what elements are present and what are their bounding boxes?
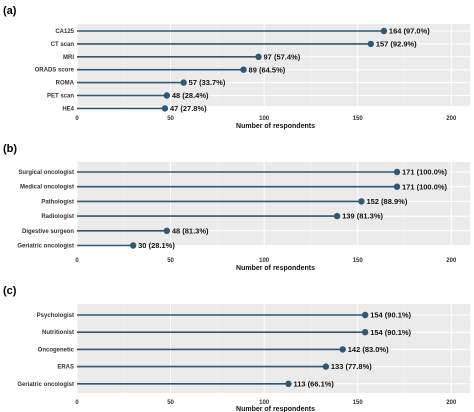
category-label: CT scan — [51, 42, 75, 48]
lollipop-dot — [393, 183, 401, 190]
x-tick-label: 50 — [167, 116, 174, 122]
category-label: Oncogenetic — [38, 347, 75, 353]
category-label: CA125 — [55, 29, 74, 35]
value-label: 164 (97.0%) — [389, 27, 430, 36]
lollipop-dot — [285, 380, 292, 387]
category-label: Nutritionist — [42, 330, 74, 336]
category-label: PET scan — [47, 94, 74, 100]
x-tick-label: 100 — [259, 258, 270, 264]
category-label: Geriatric oncologist — [17, 244, 74, 250]
lollipop-dot — [161, 105, 169, 112]
lollipop-dot — [358, 198, 365, 205]
x-tick-label: 0 — [75, 400, 79, 406]
lollipop-dot — [129, 242, 137, 249]
x-tick-label: 100 — [259, 116, 270, 122]
x-tick-label: 200 — [446, 116, 457, 122]
value-label: 47 (27.8%) — [170, 104, 207, 113]
category-label: Digestive surgeon — [22, 229, 74, 235]
category-label: Surgical oncologist — [18, 170, 74, 176]
value-label: 57 (33.7%) — [189, 78, 226, 87]
category-label: ERAS — [57, 365, 74, 371]
panel-tag: (a) — [3, 5, 17, 17]
lollipop-dot — [362, 329, 369, 336]
x-axis-title: Number of respondents — [236, 406, 315, 412]
value-label: 154 (90.1%) — [370, 311, 411, 320]
category-label: Psychologist — [37, 313, 74, 319]
x-tick-label: 200 — [446, 400, 457, 406]
category-label: Geriatric oncologist — [17, 382, 74, 388]
lollipop-dot — [339, 346, 346, 353]
lollipop-dot — [333, 212, 341, 220]
value-label: 171 (100.0%) — [402, 168, 448, 177]
category-label: HE4 — [62, 106, 74, 112]
category-label: Radiologist — [41, 214, 74, 220]
chart-panel-2: (b) 0 50 100 150 200 Surgical oncologist 171 (1… — [3, 143, 470, 272]
x-tick-label: 150 — [353, 258, 364, 264]
value-label: 157 (92.9%) — [376, 40, 417, 49]
lollipop-dot — [240, 66, 247, 73]
lollipop-dot — [380, 27, 388, 35]
category-label: Medical oncologist — [20, 185, 74, 191]
category-label: ROMA — [56, 81, 75, 87]
lollipop-dot — [393, 168, 401, 176]
x-tick-label: 50 — [167, 400, 174, 406]
x-axis-title: Number of respondents — [236, 265, 315, 272]
x-tick-label: 100 — [259, 400, 270, 406]
value-label: 152 (88.9%) — [366, 197, 407, 206]
x-tick-label: 0 — [75, 258, 79, 264]
value-label: 97 (57.4%) — [264, 52, 301, 61]
chart-panel-3: (c) 0 50 100 150 200 Psychologist 154 (90.1%) Nu… — [3, 285, 470, 412]
value-label: 113 (66.1%) — [293, 379, 334, 388]
x-tick-label: 200 — [446, 258, 457, 264]
value-label: 48 (81.3%) — [172, 226, 209, 235]
lollipop-dot — [322, 363, 330, 370]
lollipop-dot — [163, 227, 171, 234]
panel-tag: (c) — [3, 285, 17, 297]
value-label: 171 (100.0%) — [402, 182, 448, 191]
lollipop-dot — [362, 311, 369, 319]
x-tick-label: 150 — [353, 116, 364, 122]
value-label: 89 (64.5%) — [249, 65, 286, 74]
value-label: 133 (77.8%) — [331, 362, 372, 371]
lollipop-dot — [180, 79, 187, 86]
lollipop-dot — [367, 40, 375, 48]
x-axis-title: Number of respondents — [236, 123, 315, 130]
x-tick-label: 0 — [75, 116, 79, 122]
category-label: ORADS score — [35, 68, 75, 74]
chart-panel-1: (a) 0 50 100 150 200 CA125 164 (97.0%) CT scan 15… — [3, 5, 470, 130]
value-label: 48 (28.4%) — [172, 91, 209, 100]
value-label: 142 (83.0%) — [348, 345, 389, 354]
category-label: MRI — [63, 55, 74, 61]
lollipop-dot — [255, 53, 262, 60]
value-label: 30 (28.1%) — [138, 241, 175, 250]
panel-tag: (b) — [3, 143, 17, 155]
x-tick-label: 150 — [353, 400, 364, 406]
x-tick-label: 50 — [167, 258, 174, 264]
value-label: 154 (90.1%) — [370, 328, 411, 337]
lollipop-dot — [163, 92, 171, 99]
category-label: Pathologist — [41, 199, 74, 205]
value-label: 139 (81.3%) — [342, 212, 383, 221]
